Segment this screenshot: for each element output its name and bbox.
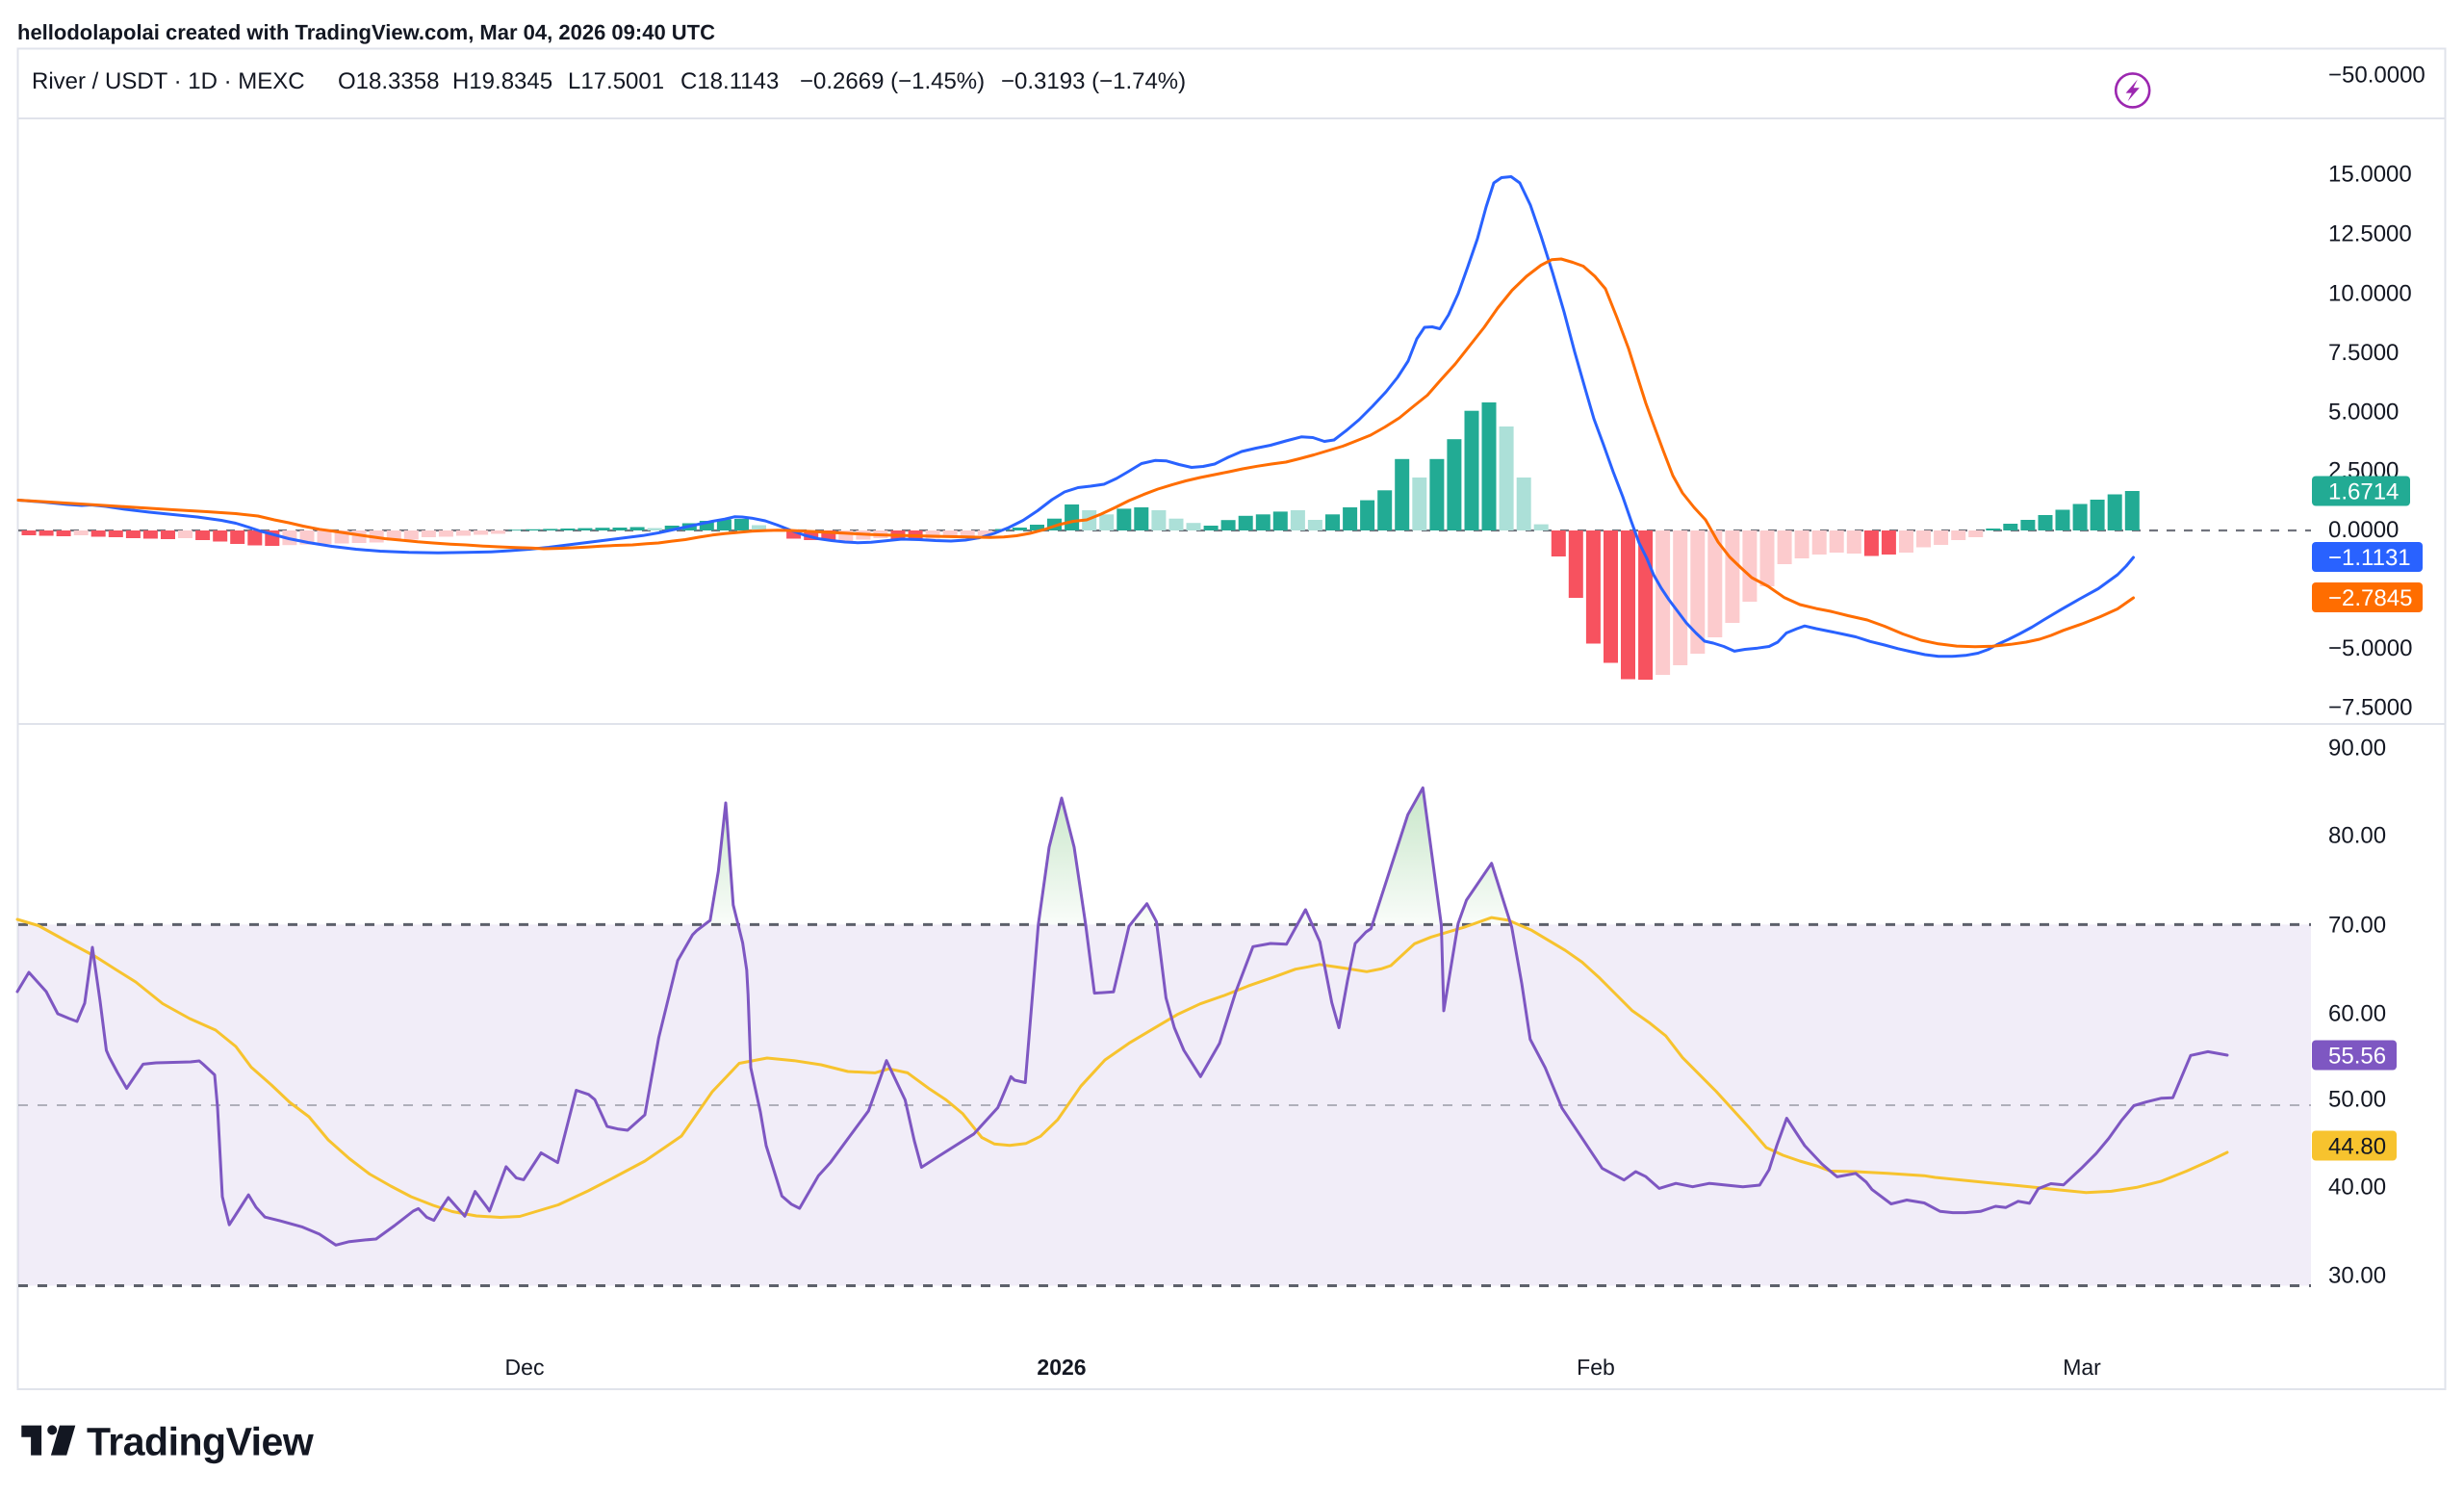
svg-text:44.80: 44.80 xyxy=(2328,1134,2386,1160)
svg-text:80.00: 80.00 xyxy=(2328,823,2386,849)
svg-text:−5.0000: −5.0000 xyxy=(2328,635,2412,661)
svg-text:−50.0000: −50.0000 xyxy=(2328,63,2426,89)
svg-text:−7.5000: −7.5000 xyxy=(2328,695,2412,721)
svg-text:−1.1131: −1.1131 xyxy=(2328,545,2411,571)
svg-text:Mar: Mar xyxy=(2063,1355,2101,1380)
svg-text:90.00: 90.00 xyxy=(2328,736,2386,762)
svg-text:Dec: Dec xyxy=(505,1355,545,1380)
svg-text:55.56: 55.56 xyxy=(2328,1044,2386,1070)
svg-text:5.0000: 5.0000 xyxy=(2328,400,2399,426)
svg-text:hellodolapolai created with Tr: hellodolapolai created with TradingView.… xyxy=(17,20,715,44)
svg-text:Feb: Feb xyxy=(1577,1355,1615,1380)
svg-text:C18.1143: C18.1143 xyxy=(680,68,779,94)
svg-text:12.5000: 12.5000 xyxy=(2328,221,2412,247)
svg-text:−0.3193 (−1.74%): −0.3193 (−1.74%) xyxy=(1001,68,1186,94)
svg-text:L17.5001: L17.5001 xyxy=(568,68,664,94)
svg-text:15.0000: 15.0000 xyxy=(2328,162,2412,188)
svg-text:70.00: 70.00 xyxy=(2328,913,2386,939)
svg-text:−2.7845: −2.7845 xyxy=(2328,585,2412,611)
svg-text:−0.2669 (−1.45%): −0.2669 (−1.45%) xyxy=(800,68,985,94)
svg-text:10.0000: 10.0000 xyxy=(2328,281,2412,307)
svg-text:40.00: 40.00 xyxy=(2328,1175,2386,1201)
svg-text:60.00: 60.00 xyxy=(2328,1001,2386,1027)
svg-text:O18.3358: O18.3358 xyxy=(338,68,439,94)
svg-text:30.00: 30.00 xyxy=(2328,1263,2386,1289)
svg-text:50.00: 50.00 xyxy=(2328,1087,2386,1113)
svg-text:2026: 2026 xyxy=(1037,1355,1086,1380)
svg-text:River / USDT · 1D · MEXC: River / USDT · 1D · MEXC xyxy=(32,68,305,94)
svg-text:1.6714: 1.6714 xyxy=(2328,479,2399,505)
svg-text:TradingView: TradingView xyxy=(87,1420,314,1464)
svg-text:H19.8345: H19.8345 xyxy=(452,68,552,94)
svg-text:0.0000: 0.0000 xyxy=(2328,517,2399,543)
svg-text:7.5000: 7.5000 xyxy=(2328,340,2399,366)
